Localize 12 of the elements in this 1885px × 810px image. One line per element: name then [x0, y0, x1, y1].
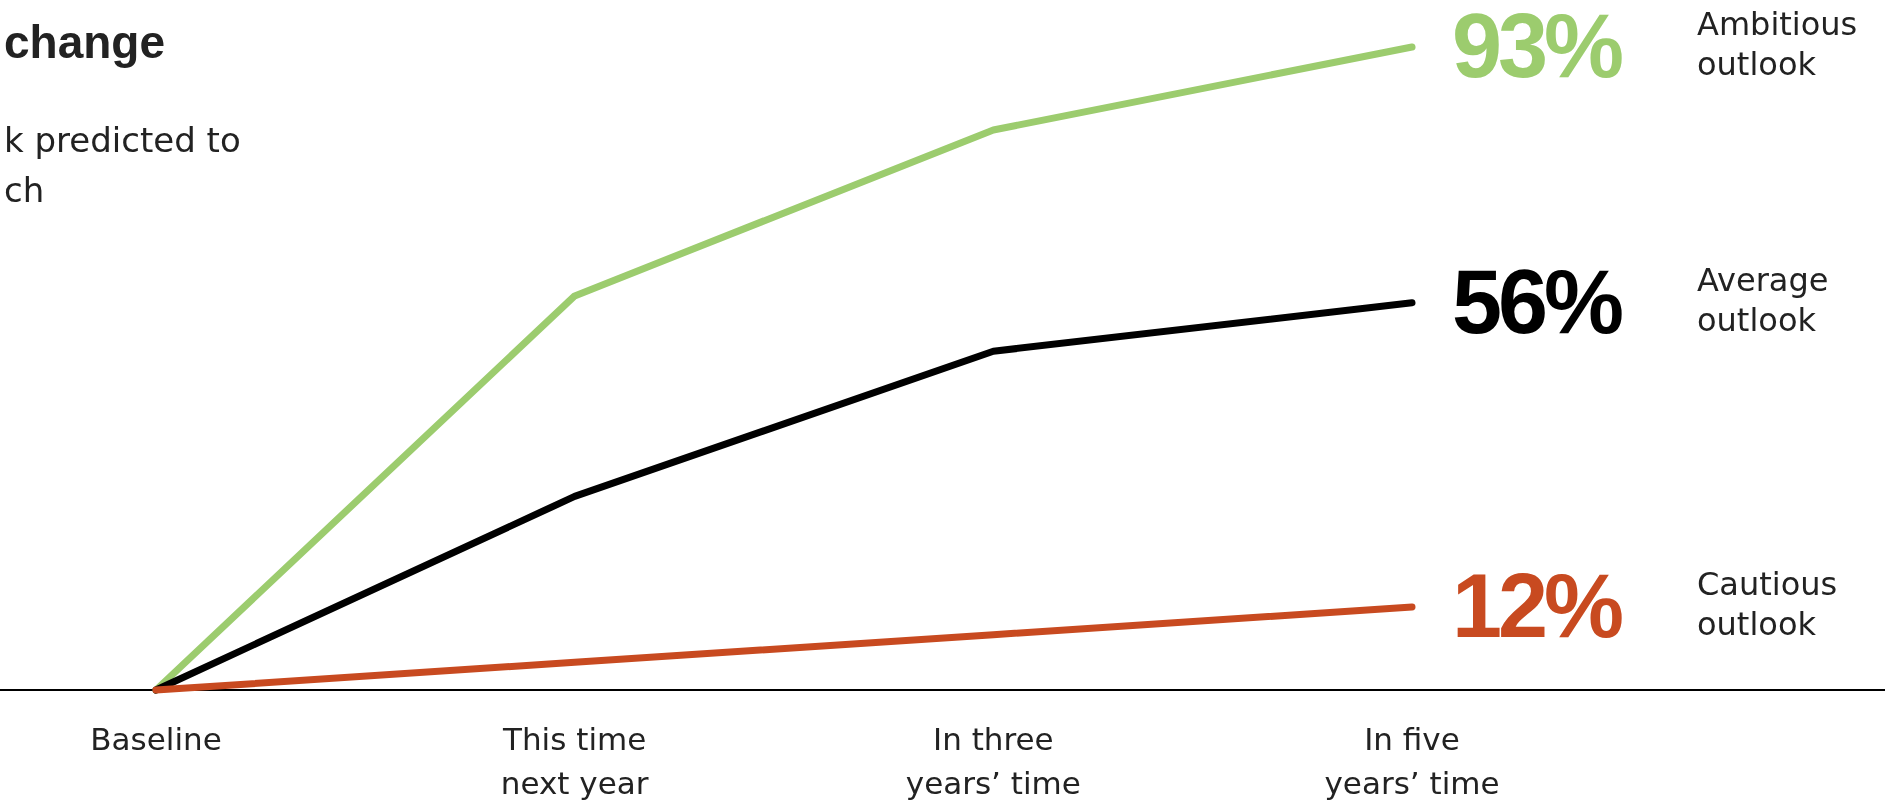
text: Ambitious outlook	[1697, 5, 1858, 83]
text: Cautious outlook	[1697, 565, 1838, 644]
chart-title: change	[4, 16, 166, 68]
data-label: 56%	[1452, 251, 1623, 352]
data-label: 93%	[1452, 0, 1623, 96]
x-tick-label: This time next year	[500, 721, 649, 801]
x-tick-label: In three years’ time	[905, 721, 1081, 801]
text: Average outlook	[1697, 260, 1829, 339]
text: k predicted to ch	[4, 120, 241, 210]
x-tick-label: Baseline	[90, 721, 222, 757]
x-tick-label: In five years’ time	[1324, 721, 1500, 801]
data-label: 12%	[1452, 556, 1623, 657]
